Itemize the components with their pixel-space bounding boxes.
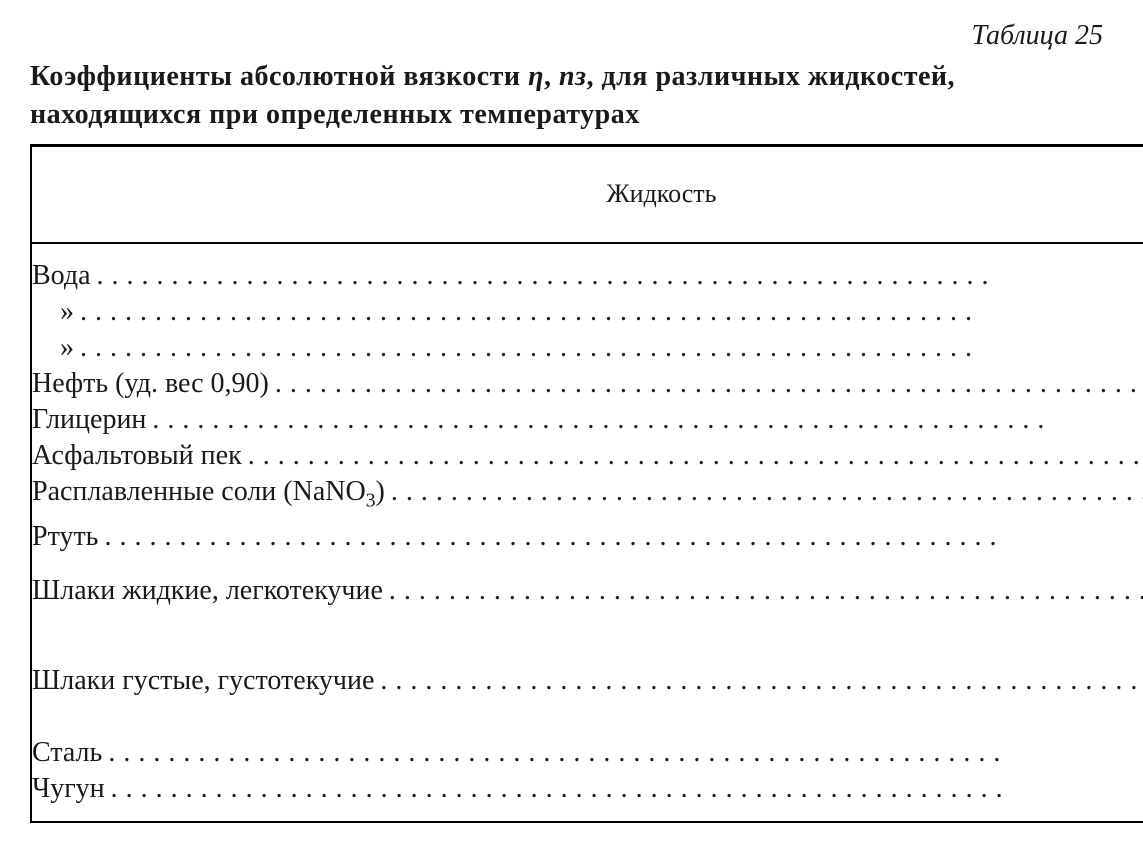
col-header-liquid: Жидкость [31, 145, 1143, 243]
cell-liquid: Расплавленные соли (NaNO3)..............… [31, 474, 1143, 520]
table-row: Нефть (уд. вес 0,90)....................… [31, 366, 1143, 402]
viscosity-table: Жидкость T, °C η Вода...................… [30, 144, 1143, 824]
leader-dots: ........................................… [97, 258, 1143, 294]
cell-liquid: Сталь...................................… [31, 735, 1143, 771]
cell-liquid: Ртуть...................................… [31, 519, 1143, 555]
leader-dots: ........................................… [80, 330, 1143, 366]
cell-liquid: Шлаки жидкие, легкотекучие..............… [31, 555, 1143, 627]
leader-dots: ........................................… [152, 402, 1143, 438]
table-row: Расплавленные соли (NaNO3)..............… [31, 474, 1143, 520]
cell-liquid: Вода....................................… [31, 258, 1143, 294]
liquid-label: Шлаки густые, густотекучие [32, 663, 380, 699]
leader-dots: ........................................… [104, 519, 1143, 555]
cell-liquid: Нефть (уд. вес 0,90)....................… [31, 366, 1143, 402]
leader-dots: ........................................… [108, 735, 1143, 771]
liquid-label: » [32, 294, 80, 330]
liquid-label: » [32, 330, 80, 366]
leader-dots: ........................................… [391, 474, 1143, 510]
leader-dots: ........................................… [248, 438, 1143, 474]
cell-liquid: Чугун...................................… [31, 771, 1143, 807]
table-row: ».......................................… [31, 330, 1143, 366]
table-row: ».......................................… [31, 294, 1143, 330]
cell-liquid: Асфальтовый пек.........................… [31, 438, 1143, 474]
liquid-label: Глицерин [32, 402, 152, 438]
leader-dots: ........................................… [80, 294, 1143, 330]
cell-liquid: ».......................................… [31, 294, 1143, 330]
table-number: Таблица 25 [30, 20, 1113, 52]
liquid-label: Асфальтовый пек [32, 438, 248, 474]
table-row: Шлаки густые, густотекучие..............… [31, 627, 1143, 735]
cell-liquid: Шлаки густые, густотекучие..............… [31, 627, 1143, 735]
liquid-label: Ртуть [32, 519, 104, 555]
liquid-label: Шлаки жидкие, легкотекучие [32, 573, 389, 609]
table-row: Вода....................................… [31, 258, 1143, 294]
leader-dots: ........................................… [111, 771, 1143, 807]
liquid-label: Расплавленные соли (NaNO3) [32, 474, 391, 520]
liquid-label: Нефть (уд. вес 0,90) [32, 366, 275, 402]
table-row: Ртуть...................................… [31, 519, 1143, 555]
cell-liquid: ».......................................… [31, 330, 1143, 366]
cell-liquid: Глицерин................................… [31, 402, 1143, 438]
table-row: Чугун...................................… [31, 771, 1143, 807]
leader-dots: ........................................… [275, 366, 1143, 402]
liquid-label: Сталь [32, 735, 108, 771]
liquid-label: Вода [32, 258, 97, 294]
table-row: Асфальтовый пек.........................… [31, 438, 1143, 474]
liquid-label: Чугун [32, 771, 111, 807]
leader-dots: ........................................… [389, 573, 1143, 609]
table-body: Вода....................................… [31, 243, 1143, 823]
table-caption: Коэффициенты абсолютной вязкости η, пз, … [30, 58, 1113, 134]
table-row: Шлаки жидкие, легкотекучие..............… [31, 555, 1143, 627]
leader-dots: ........................................… [380, 663, 1143, 699]
table-row: Глицерин................................… [31, 402, 1143, 438]
table-row: Сталь...................................… [31, 735, 1143, 771]
